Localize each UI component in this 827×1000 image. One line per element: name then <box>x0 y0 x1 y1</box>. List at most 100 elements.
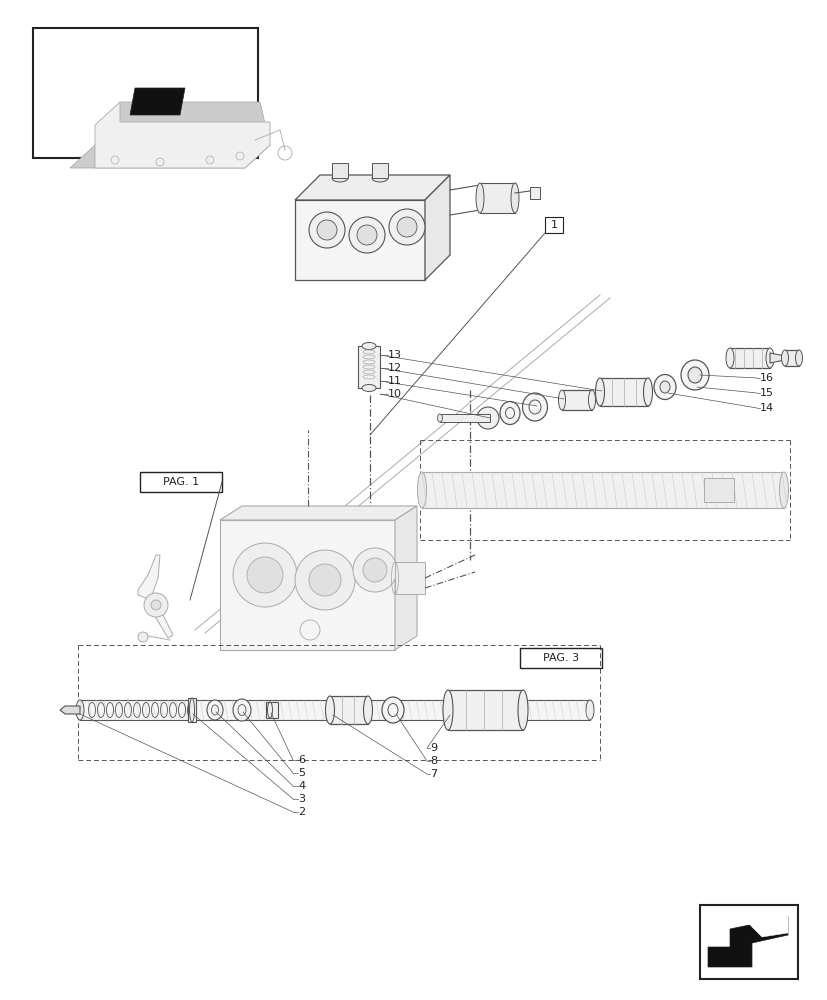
Polygon shape <box>769 353 784 363</box>
Text: 7: 7 <box>429 769 437 779</box>
Circle shape <box>308 212 345 248</box>
Text: 4: 4 <box>298 781 305 791</box>
Bar <box>529 187 539 199</box>
Text: 9: 9 <box>429 743 437 753</box>
Ellipse shape <box>332 174 347 182</box>
Ellipse shape <box>207 700 222 720</box>
Ellipse shape <box>510 183 519 213</box>
Bar <box>447 690 523 730</box>
Ellipse shape <box>522 393 547 421</box>
Text: 11: 11 <box>388 376 402 386</box>
Bar <box>562 390 591 410</box>
Ellipse shape <box>442 690 452 730</box>
Bar <box>371 163 388 178</box>
Text: 10: 10 <box>388 389 402 399</box>
Text: 5: 5 <box>298 768 304 778</box>
Bar <box>33 28 258 158</box>
Bar <box>80 700 590 720</box>
Bar <box>357 346 380 388</box>
Ellipse shape <box>417 472 426 508</box>
Text: 13: 13 <box>388 350 402 360</box>
Polygon shape <box>220 520 394 650</box>
Circle shape <box>362 558 386 582</box>
Ellipse shape <box>778 472 787 508</box>
Polygon shape <box>294 200 424 280</box>
Circle shape <box>246 557 283 593</box>
Ellipse shape <box>586 700 593 720</box>
Ellipse shape <box>643 378 652 406</box>
Ellipse shape <box>765 348 773 368</box>
Ellipse shape <box>595 378 604 406</box>
Bar <box>265 702 278 718</box>
Bar <box>729 348 769 368</box>
Circle shape <box>232 543 297 607</box>
Text: PAG. 3: PAG. 3 <box>543 653 578 663</box>
Text: PAG. 1: PAG. 1 <box>163 477 198 487</box>
Ellipse shape <box>437 414 442 422</box>
Bar <box>600 378 648 406</box>
Polygon shape <box>95 102 270 145</box>
Polygon shape <box>70 145 270 168</box>
Polygon shape <box>130 88 184 115</box>
Circle shape <box>317 220 337 240</box>
Bar <box>422 472 783 508</box>
Ellipse shape <box>371 174 388 182</box>
Polygon shape <box>220 506 417 520</box>
Circle shape <box>352 548 396 592</box>
Ellipse shape <box>687 367 701 383</box>
Bar <box>480 183 514 213</box>
Polygon shape <box>394 506 417 650</box>
Text: 16: 16 <box>759 373 773 383</box>
Polygon shape <box>707 917 787 967</box>
Text: 2: 2 <box>298 807 305 817</box>
Ellipse shape <box>476 183 484 213</box>
Circle shape <box>308 564 341 596</box>
Ellipse shape <box>500 401 519 424</box>
Ellipse shape <box>795 350 801 366</box>
Ellipse shape <box>363 696 372 724</box>
Ellipse shape <box>76 700 84 720</box>
Text: 1: 1 <box>550 220 557 230</box>
Polygon shape <box>138 555 173 638</box>
Ellipse shape <box>725 348 733 368</box>
Bar <box>703 478 733 502</box>
Polygon shape <box>60 706 80 714</box>
Text: 3: 3 <box>298 794 304 804</box>
Bar <box>784 350 798 366</box>
Ellipse shape <box>325 696 334 724</box>
Polygon shape <box>294 175 449 200</box>
Circle shape <box>476 407 499 429</box>
Ellipse shape <box>781 350 787 366</box>
Ellipse shape <box>381 697 404 723</box>
Circle shape <box>294 550 355 610</box>
Bar <box>699 905 797 979</box>
Ellipse shape <box>361 384 375 391</box>
Circle shape <box>144 593 168 617</box>
Ellipse shape <box>267 702 272 718</box>
Text: 8: 8 <box>429 756 437 766</box>
Ellipse shape <box>189 698 194 722</box>
Text: 6: 6 <box>298 755 304 765</box>
Text: 14: 14 <box>759 403 773 413</box>
Ellipse shape <box>588 390 595 410</box>
Circle shape <box>348 217 385 253</box>
Circle shape <box>396 217 417 237</box>
Ellipse shape <box>361 342 375 350</box>
Ellipse shape <box>518 690 528 730</box>
Polygon shape <box>95 102 270 168</box>
Ellipse shape <box>659 381 669 393</box>
Polygon shape <box>741 917 787 937</box>
Bar <box>439 414 490 422</box>
Ellipse shape <box>232 699 251 721</box>
Bar <box>544 217 562 233</box>
Ellipse shape <box>680 360 708 390</box>
Bar <box>140 472 222 492</box>
Bar <box>519 648 601 668</box>
Circle shape <box>389 209 424 245</box>
Ellipse shape <box>653 374 675 399</box>
Bar <box>332 163 347 178</box>
Ellipse shape <box>558 390 565 410</box>
Circle shape <box>151 600 160 610</box>
Text: 15: 15 <box>759 388 773 398</box>
Bar <box>330 696 367 724</box>
